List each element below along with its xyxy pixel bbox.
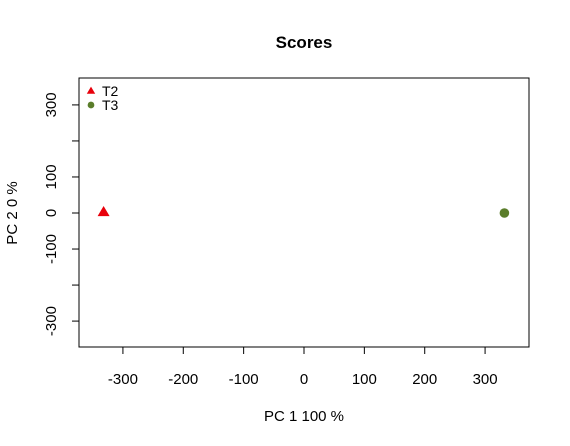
x-tick-label-1: -200 — [168, 371, 198, 388]
x-tick-label-3: 0 — [300, 371, 308, 388]
x-tick-label-0: -300 — [108, 371, 138, 388]
legend-label-t3: T3 — [102, 97, 119, 113]
x-axis: -300 -200 -100 0 100 200 300 — [108, 346, 498, 388]
y-tick-label-3: 0 — [43, 209, 60, 217]
y-tick-label-2: -100 — [43, 234, 60, 264]
x-tick-label-6: 300 — [473, 371, 498, 388]
y-tick-label-6: 300 — [43, 92, 60, 117]
y-tick-label-4: 100 — [43, 164, 60, 189]
legend-marker-t2 — [86, 86, 96, 94]
x-axis-label: PC 1 100 % — [264, 408, 344, 425]
plot-frame — [78, 77, 530, 348]
x-tick-label-2: -100 — [229, 371, 259, 388]
x-tick-label-5: 200 — [412, 371, 437, 388]
legend-label-t2: T2 — [102, 83, 119, 99]
point-t3-0 — [499, 208, 510, 218]
data-points — [97, 205, 510, 218]
point-t2-0 — [97, 205, 110, 217]
y-axis: -300 -100 0 100 300 — [43, 92, 80, 336]
y-tick-label-0: -300 — [43, 306, 60, 336]
x-tick-label-4: 100 — [352, 371, 377, 388]
y-axis-label: PC 2 0 % — [4, 181, 21, 244]
legend-marker-t3 — [87, 101, 95, 109]
chart-title: Scores — [276, 33, 333, 52]
